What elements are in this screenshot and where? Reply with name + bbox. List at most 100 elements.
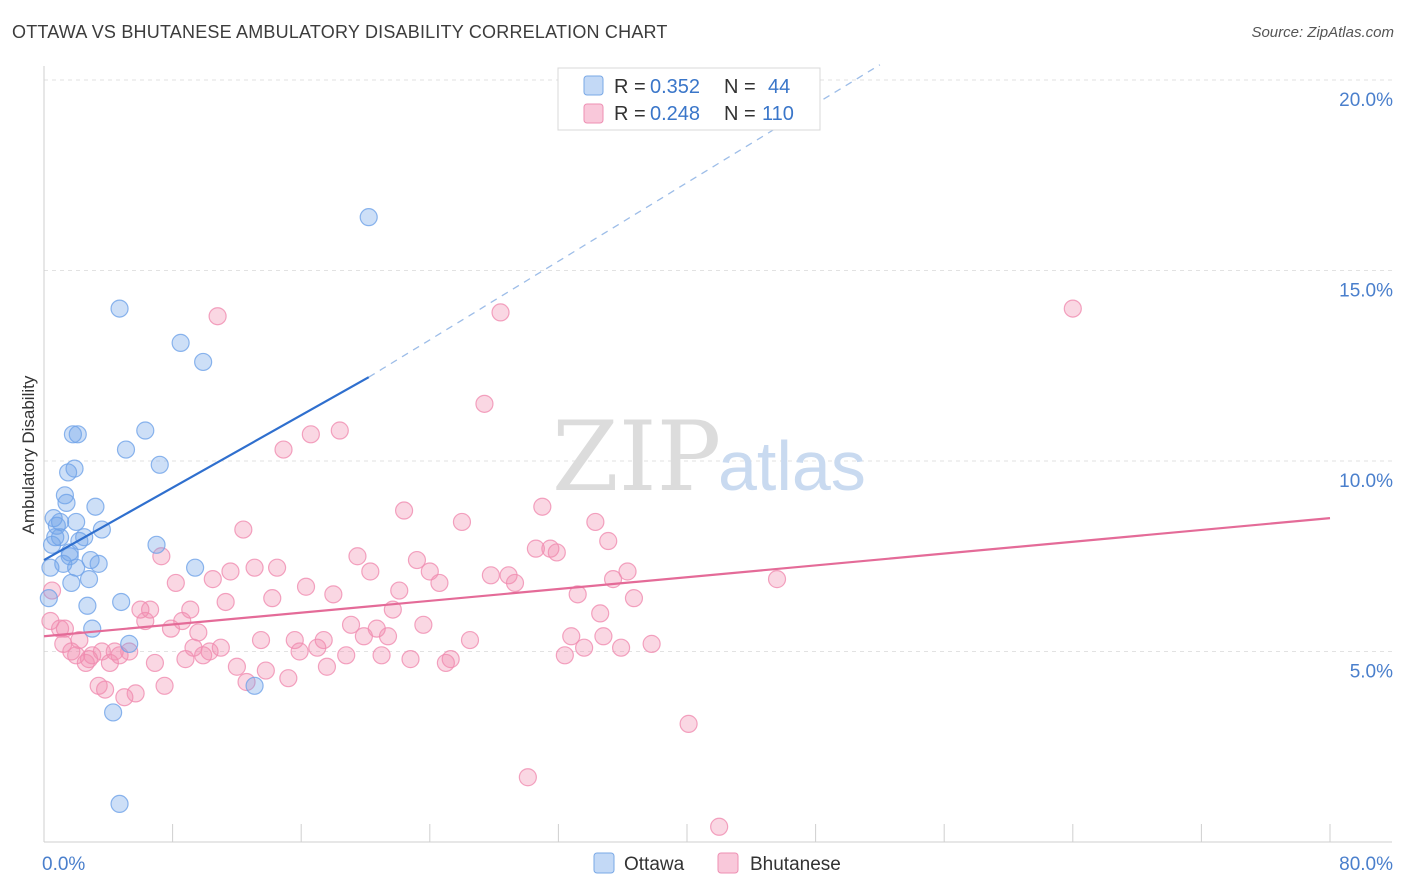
bhutanese-point-88 [547, 543, 566, 562]
legend-swatch-ottawa [583, 75, 604, 96]
bhutanese-point-61 [348, 547, 367, 566]
ottawa-point-17 [67, 558, 86, 577]
bhutanese-point-81 [491, 303, 510, 322]
bhutanese-point-70 [401, 650, 420, 669]
bhutanese-point-89 [555, 646, 574, 665]
bhutanese-point-103 [710, 817, 729, 836]
y-tick-label-0: 5.0% [1350, 662, 1393, 683]
bhutanese-point-94 [591, 604, 610, 623]
bhutanese-point-71 [407, 550, 427, 570]
bhutanese-point-24 [152, 547, 171, 566]
bottom-legend-label-ottawa: Ottawa [624, 854, 685, 875]
ottawa-point-22 [78, 596, 97, 615]
ottawa-point-36 [147, 535, 166, 554]
bhutanese-point-39 [221, 562, 240, 581]
y-axis-label: Ambulatory Disability [19, 375, 38, 534]
bhutanese-point-56 [317, 657, 337, 676]
bhutanese-point-47 [267, 558, 287, 577]
bhutanese-point-96 [599, 531, 618, 551]
bhutanese-point-63 [361, 562, 380, 581]
bhutanese-point-99 [618, 562, 637, 581]
bhutanese-point-10 [83, 646, 102, 665]
bhutanese-point-65 [372, 646, 391, 665]
bhutanese-point-43 [245, 558, 264, 577]
legend-swatch-bhutanese [583, 103, 604, 124]
ottawa-point-23 [79, 570, 99, 589]
ottawa-point-40 [194, 352, 213, 372]
legend-r-label-ottawa: R = [614, 76, 646, 98]
ottawa-trendline [43, 376, 370, 562]
ottawa-point-34 [120, 634, 139, 653]
ottawa-point-0 [39, 589, 58, 608]
ottawa-point-41 [245, 676, 264, 695]
bhutanese-point-80 [481, 566, 500, 585]
source-label: Source: ZipAtlas.com [1251, 24, 1394, 41]
ottawa-point-38 [171, 333, 190, 352]
ottawa-point-19 [68, 425, 87, 444]
bhutanese-point-82 [499, 566, 518, 585]
bhutanese-point-104 [767, 570, 787, 589]
ottawa-point-7 [50, 528, 70, 547]
bhutanese-point-66 [378, 627, 398, 646]
bhutanese-point-35 [203, 570, 222, 589]
chart-title: OTTAWA VS BHUTANESE AMBULATORY DISABILIT… [12, 22, 668, 42]
bhutanese-point-25 [155, 676, 174, 695]
bhutanese-point-91 [568, 585, 587, 604]
bhutanese-point-17 [115, 688, 134, 707]
watermark: ZIP atlas [552, 401, 866, 513]
ottawa-point-27 [89, 554, 108, 573]
bhutanese-point-83 [505, 573, 525, 593]
bhutanese-point-77 [452, 512, 472, 532]
bhutanese-point-86 [533, 497, 552, 516]
bhutanese-point-46 [263, 589, 282, 608]
bhutanese-point-14 [100, 653, 120, 673]
watermark-zip: ZIP [552, 401, 721, 513]
bhutanese-point-59 [337, 646, 356, 665]
ottawa-point-10 [57, 493, 76, 513]
bhutanese-point-53 [301, 425, 320, 444]
bhutanese-point-51 [290, 642, 309, 661]
ottawa-point-14 [62, 573, 81, 593]
bottom-legend-swatch-ottawa [593, 852, 615, 874]
bhutanese-point-72 [414, 615, 433, 634]
legend-n-label-bhutanese: N = [724, 103, 756, 125]
ottawa-point-26 [86, 497, 105, 516]
bhutanese-point-76 [441, 650, 460, 669]
bhutanese-point-85 [526, 539, 545, 558]
bhutanese-point-84 [518, 768, 537, 787]
bhutanese-point-102 [679, 714, 698, 733]
bhutanese-point-49 [279, 669, 298, 688]
bhutanese-point-38 [216, 592, 235, 612]
x-tick-labels: 0.0% 80.0% [42, 854, 1393, 875]
bhutanese-point-32 [189, 623, 208, 642]
legend-n-value-ottawa: 44 [768, 76, 790, 98]
bhutanese-point-54 [308, 638, 327, 657]
bhutanese-point-95 [594, 627, 613, 646]
bhutanese-point-41 [234, 520, 253, 539]
bottom-legend-swatch-bhutanese [717, 852, 739, 874]
x-tick-label-1: 80.0% [1339, 854, 1393, 875]
bhutanese-point-22 [140, 600, 160, 619]
y-tick-labels: 5.0% 10.0% 15.0% 20.0% [1339, 90, 1393, 683]
legend-r-label-bhutanese: R = [614, 103, 646, 125]
bhutanese-trendline [43, 517, 1331, 638]
bhutanese-point-7 [70, 630, 89, 650]
bhutanese-point-68 [390, 581, 409, 600]
bhutanese-point-69 [394, 501, 414, 520]
bhutanese-point-79 [475, 394, 494, 413]
ottawa-point-31 [112, 592, 131, 612]
bhutanese-point-37 [211, 638, 230, 657]
ottawa-point-42 [359, 208, 378, 227]
ottawa-point-13 [60, 547, 79, 566]
bhutanese-point-40 [227, 657, 246, 676]
bhutanese-point-44 [251, 630, 271, 650]
bhutanese-point-13 [95, 680, 115, 699]
bhutanese-point-23 [145, 653, 165, 673]
ottawa-point-39 [186, 558, 205, 577]
series-legend: Ottawa Bhutanese [593, 852, 841, 875]
axes [43, 66, 1392, 843]
ottawa-point-32 [110, 299, 129, 318]
bhutanese-point-50 [285, 630, 304, 650]
bhutanese-point-60 [341, 615, 361, 634]
